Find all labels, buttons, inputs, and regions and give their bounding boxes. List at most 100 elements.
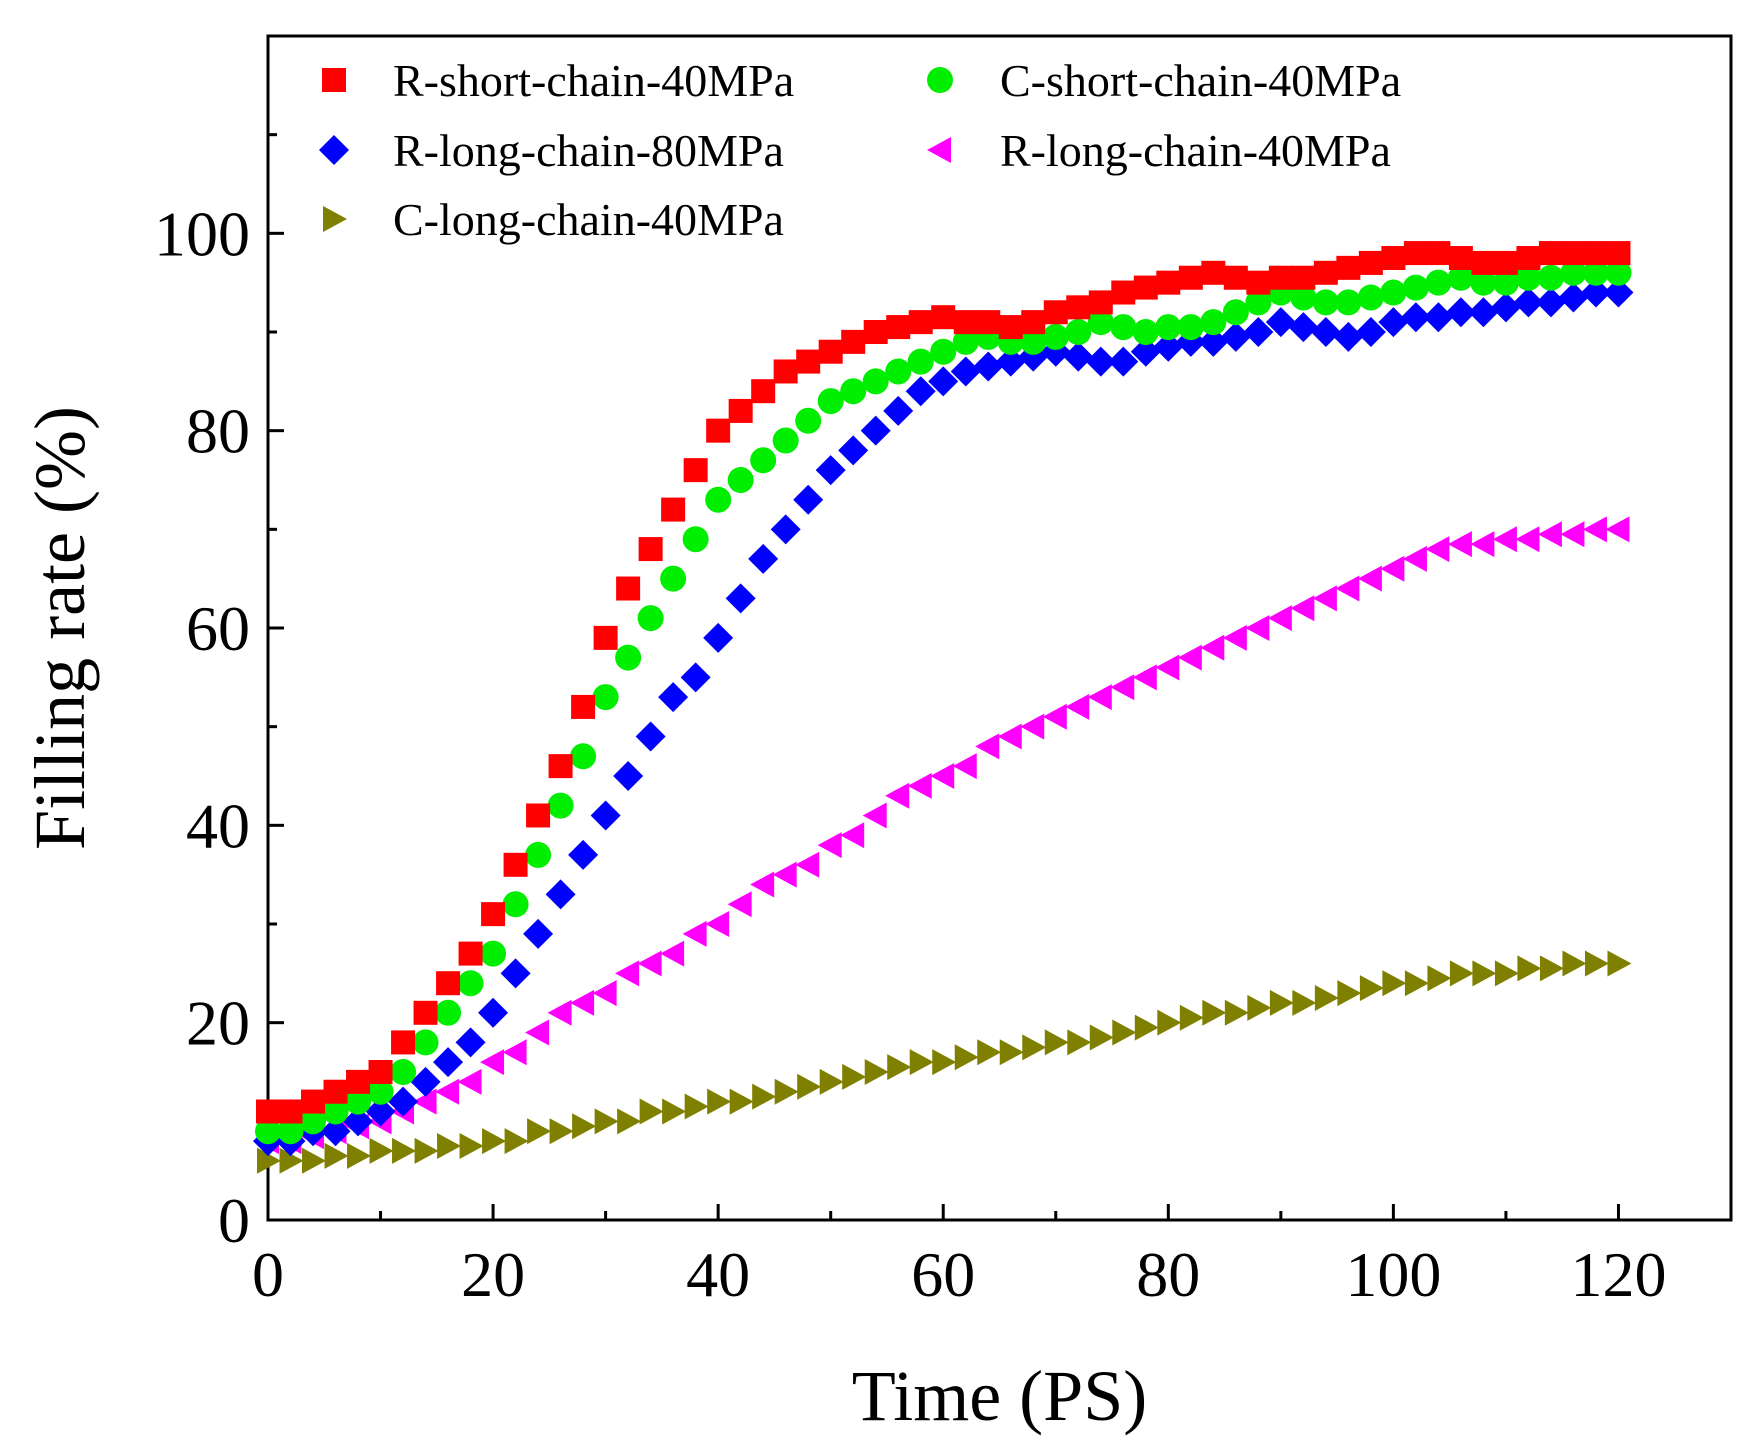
- data-point: [1267, 605, 1292, 632]
- data-point: [1537, 264, 1564, 291]
- data-point: [909, 1049, 934, 1076]
- data-point: [1492, 269, 1519, 296]
- data-point: [1538, 241, 1563, 266]
- data-point: [819, 1068, 844, 1095]
- data-point: [481, 902, 506, 927]
- data-point: [750, 871, 775, 898]
- data-point: [908, 310, 933, 335]
- data-point: [1605, 516, 1630, 543]
- data-point: [1402, 545, 1427, 572]
- data-point: [455, 1027, 486, 1058]
- data-point: [1493, 250, 1518, 275]
- y-axis-label: Filling rate (%): [20, 406, 100, 850]
- data-point: [1583, 241, 1608, 266]
- data-point: [1200, 634, 1225, 661]
- data-point: [841, 329, 866, 354]
- data-point: [412, 1088, 437, 1115]
- data-point: [1198, 326, 1229, 357]
- data-point: [1313, 260, 1338, 285]
- data-point: [1358, 250, 1383, 275]
- data-point: [887, 1054, 912, 1081]
- data-point: [615, 960, 640, 987]
- data-point: [480, 1049, 505, 1076]
- data-point: [751, 379, 776, 404]
- data-point: [302, 1147, 327, 1174]
- data-point: [457, 970, 484, 997]
- data-point: [727, 891, 752, 918]
- data-point: [706, 418, 731, 443]
- x-tick-label: 60: [911, 1239, 975, 1310]
- legend-label: R-long-chain-80MPa: [393, 125, 784, 176]
- data-point: [840, 378, 867, 405]
- data-point: [998, 315, 1023, 340]
- data-point: [885, 782, 910, 809]
- data-point: [503, 852, 528, 877]
- data-point: [1584, 950, 1609, 977]
- data-point: [433, 1047, 464, 1078]
- data-point: [1110, 314, 1137, 341]
- data-point: [1179, 1004, 1204, 1031]
- data-point: [1202, 999, 1227, 1026]
- data-point: [482, 1128, 507, 1155]
- data-point: [1022, 1034, 1047, 1061]
- data-point: [661, 497, 686, 522]
- data-point: [1582, 516, 1607, 543]
- data-point: [1445, 297, 1476, 328]
- data-point: [548, 754, 573, 779]
- data-point: [1494, 960, 1519, 987]
- y-tick-label: 0: [218, 1185, 250, 1256]
- data-point: [1381, 246, 1406, 270]
- y-tick-label: 60: [186, 593, 250, 664]
- data-point: [392, 1137, 417, 1164]
- data-point: [1425, 269, 1452, 296]
- data-point: [1288, 312, 1319, 343]
- data-point: [278, 1099, 303, 1124]
- data-point: [1155, 314, 1182, 341]
- data-point: [1020, 328, 1047, 355]
- data-point: [301, 1089, 326, 1114]
- data-point: [1582, 259, 1609, 286]
- data-point: [660, 565, 687, 592]
- data-point: [256, 1099, 280, 1124]
- data-point: [729, 1088, 754, 1115]
- data-point: [436, 971, 461, 996]
- data-point: [526, 803, 551, 828]
- data-point: [637, 605, 664, 632]
- data-point: [1517, 955, 1542, 982]
- data-point: [818, 339, 843, 364]
- data-point: [684, 1093, 709, 1120]
- data-point: [324, 1142, 349, 1169]
- data-point: [1111, 280, 1136, 305]
- data-point: [570, 743, 597, 770]
- data-point: [478, 997, 509, 1028]
- data-point: [1044, 1029, 1069, 1056]
- data-point: [1020, 713, 1045, 740]
- data-point: [1133, 275, 1158, 300]
- data-point: [883, 395, 914, 426]
- data-point: [525, 841, 552, 868]
- data-point: [999, 1039, 1024, 1066]
- data-point: [369, 1137, 394, 1164]
- data-point: [320, 1116, 351, 1147]
- data-point: [975, 733, 1000, 760]
- legend-label: C-short-chain-40MPa: [1000, 55, 1401, 106]
- data-point: [1471, 250, 1496, 275]
- data-point: [322, 1098, 349, 1125]
- data-point: [953, 310, 978, 335]
- data-marks: [253, 241, 1634, 1174]
- data-point: [932, 1049, 957, 1076]
- data-point: [1085, 346, 1116, 377]
- data-point: [412, 1029, 439, 1056]
- series-C-short-chain-40MPa: [255, 259, 1632, 1145]
- data-point: [1087, 309, 1114, 336]
- series-C-long-chain-40MPa: [257, 950, 1632, 1174]
- x-tick-label: 120: [1570, 1239, 1666, 1310]
- data-point: [1449, 960, 1474, 987]
- data-point: [639, 1098, 664, 1125]
- data-point: [1065, 693, 1090, 720]
- data-point: [1382, 970, 1407, 997]
- data-point: [1537, 521, 1562, 548]
- data-point: [1222, 299, 1249, 326]
- legend-entry: R-short-chain-40MPa: [322, 55, 794, 106]
- data-point: [504, 1128, 529, 1155]
